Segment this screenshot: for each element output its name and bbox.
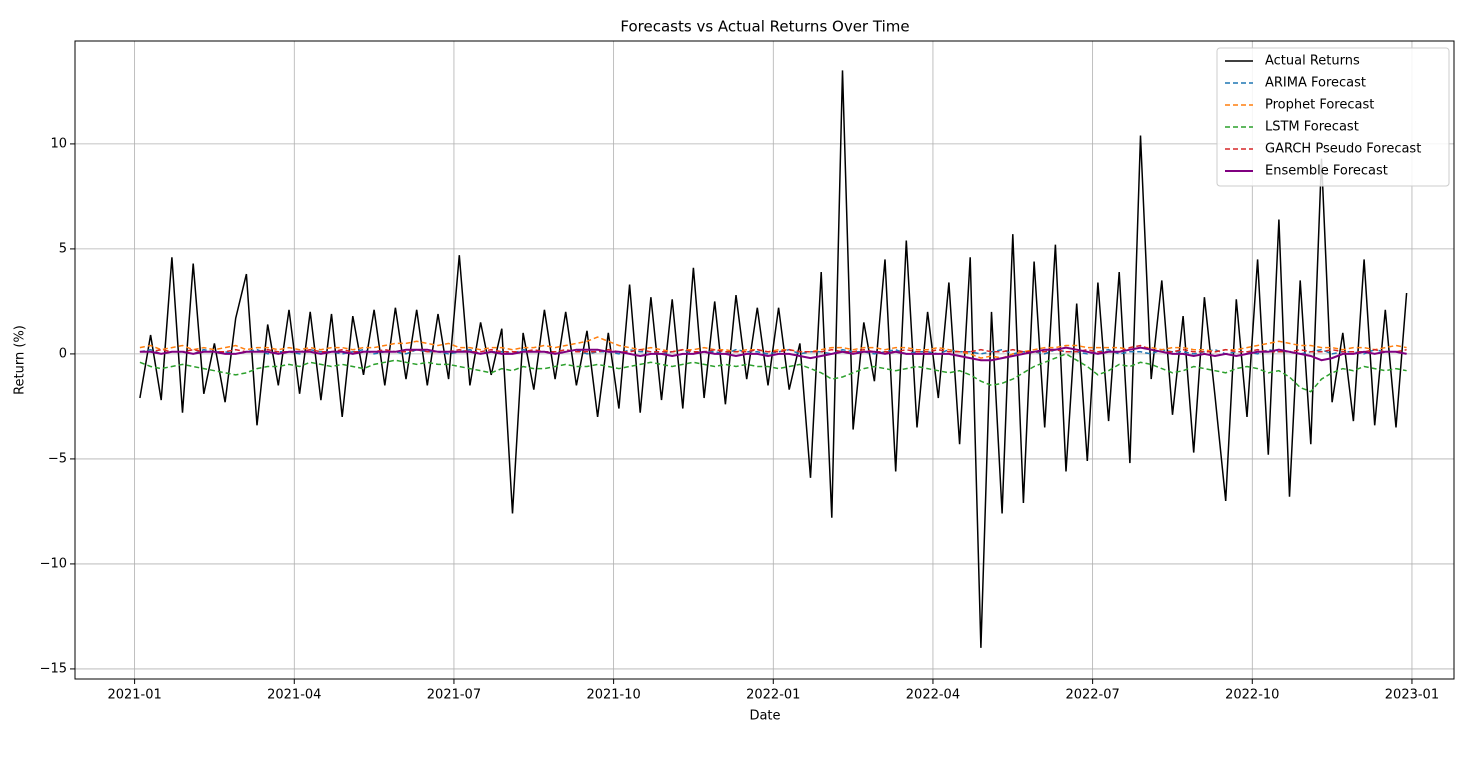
y-axis-label: Return (%)	[13, 325, 28, 395]
x-tick-label: 2021-10	[586, 688, 640, 703]
y-tick-label: −15	[40, 661, 67, 676]
x-tick-label: 2022-07	[1065, 688, 1119, 703]
series-line	[139, 346, 1407, 362]
chart-title: Forecasts vs Actual Returns Over Time	[620, 18, 909, 36]
plot-frame	[74, 40, 1455, 680]
legend-label: Actual Returns	[1265, 54, 1360, 69]
y-tick-label: 5	[59, 241, 67, 256]
y-tick-label: 0	[59, 346, 67, 361]
series-line	[139, 336, 1407, 359]
series-line	[139, 353, 1407, 393]
series-line	[139, 348, 1407, 355]
x-tick-label: 2021-07	[427, 688, 481, 703]
x-tick-label: 2022-01	[746, 688, 800, 703]
legend-box	[1216, 47, 1450, 187]
legend-label: LSTM Forecast	[1265, 120, 1359, 135]
x-tick-label: 2023-01	[1385, 688, 1439, 703]
x-tick-label: 2022-04	[906, 688, 960, 703]
legend-label: ARIMA Forecast	[1265, 76, 1366, 91]
x-tick-label: 2021-01	[107, 688, 161, 703]
legend-label: Ensemble Forecast	[1265, 164, 1388, 179]
y-tick-label: −5	[48, 451, 67, 466]
legend-label: Prophet Forecast	[1265, 98, 1374, 113]
series-line	[139, 344, 1407, 353]
x-axis-label: Date	[749, 709, 780, 724]
x-tick-label: 2021-04	[267, 688, 321, 703]
x-tick-label: 2022-10	[1225, 688, 1279, 703]
series-line	[139, 70, 1408, 648]
legend-label: GARCH Pseudo Forecast	[1265, 142, 1421, 157]
y-tick-label: −10	[40, 556, 67, 571]
y-tick-label: 10	[50, 136, 67, 151]
